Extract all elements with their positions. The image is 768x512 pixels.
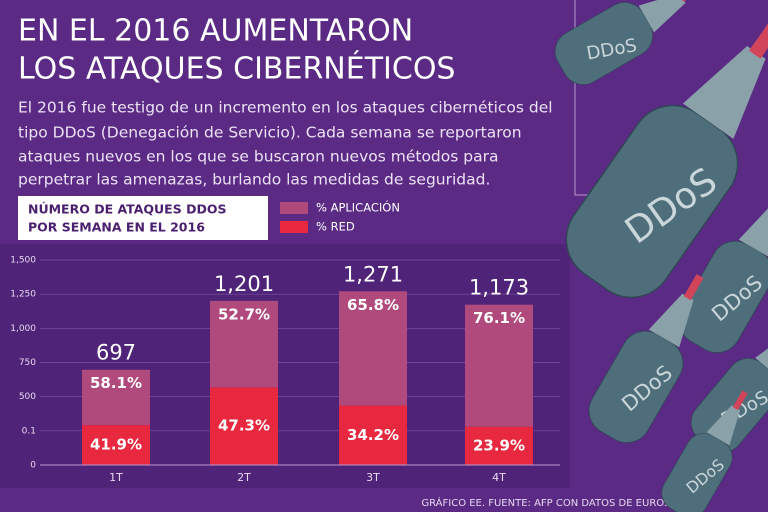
value-label: 76.1% <box>473 309 525 327</box>
legend-swatch <box>280 202 308 214</box>
total-label: 1,201 <box>214 272 274 296</box>
paragraph-line: El 2016 fue testigo de un incremento en … <box>18 99 553 117</box>
legend-label: % APLICACIÓN <box>316 200 400 215</box>
missile-tip <box>683 274 704 301</box>
bar-segment <box>210 300 278 388</box>
chart-title-box <box>18 196 268 240</box>
missile-nose <box>682 45 766 139</box>
missile-body <box>588 330 684 444</box>
bar-segment <box>210 387 278 465</box>
legend-label: % RED <box>316 220 355 234</box>
bar-segment <box>339 405 407 465</box>
total-label: 1,173 <box>469 276 529 300</box>
paragraph-line: ataques nuevos en los que se buscaron nu… <box>18 148 498 166</box>
missile-nose <box>648 293 694 348</box>
bar-segment <box>82 369 150 426</box>
chart-title: NÚMERO DE ATAQUES DDOS <box>28 202 226 217</box>
value-label: 41.9% <box>90 436 142 454</box>
missile-tip <box>732 390 748 411</box>
paragraph-line: tipo DDoS (Denegación de Servicio). Cada… <box>18 124 522 142</box>
bar-segment <box>465 304 533 427</box>
x-tick-label: 4T <box>492 471 506 484</box>
y-tick-label: 1,250 <box>10 290 36 300</box>
y-tick-label: 1,500 <box>10 256 36 266</box>
bar-segment <box>339 291 407 406</box>
legend-swatch <box>280 221 308 233</box>
value-label: 34.2% <box>347 426 399 444</box>
title-line: EN EL 2016 AUMENTARON <box>18 14 413 49</box>
y-tick-label: 750 <box>19 358 36 368</box>
x-tick-label: 3T <box>366 471 380 484</box>
title-line: LOS ATAQUES CIBERNÉTICOS <box>18 51 455 87</box>
total-label: 697 <box>96 341 136 365</box>
y-tick-label: 0 <box>30 461 36 471</box>
value-label: 47.3% <box>218 417 270 435</box>
x-tick-label: 2T <box>237 471 251 484</box>
y-tick-label: 1,000 <box>10 324 36 334</box>
missile-nose <box>638 0 686 33</box>
bar-segment <box>82 425 150 465</box>
x-tick-label: 1T <box>109 471 123 484</box>
y-tick-label: 0.1 <box>22 426 36 436</box>
total-label: 1,271 <box>343 262 403 286</box>
missile-body <box>554 2 654 85</box>
missile: DDoS <box>554 0 703 85</box>
paragraph-line: perpetrar las amenazas, burlando las med… <box>18 171 490 189</box>
value-label: 65.8% <box>347 296 399 314</box>
y-tick-label: 500 <box>19 392 36 402</box>
value-label: 52.7% <box>218 305 270 323</box>
chart-title: POR SEMANA EN EL 2016 <box>28 220 205 235</box>
missile-nose <box>755 332 768 378</box>
value-label: 23.9% <box>473 436 525 454</box>
value-label: 58.1% <box>90 374 142 392</box>
source: GRÁFICO EE. FUENTE: AFP CON DATOS DE EUR… <box>421 496 690 509</box>
missile-nose <box>738 203 768 258</box>
bar-segment <box>465 426 533 465</box>
missile-nose <box>706 405 741 446</box>
